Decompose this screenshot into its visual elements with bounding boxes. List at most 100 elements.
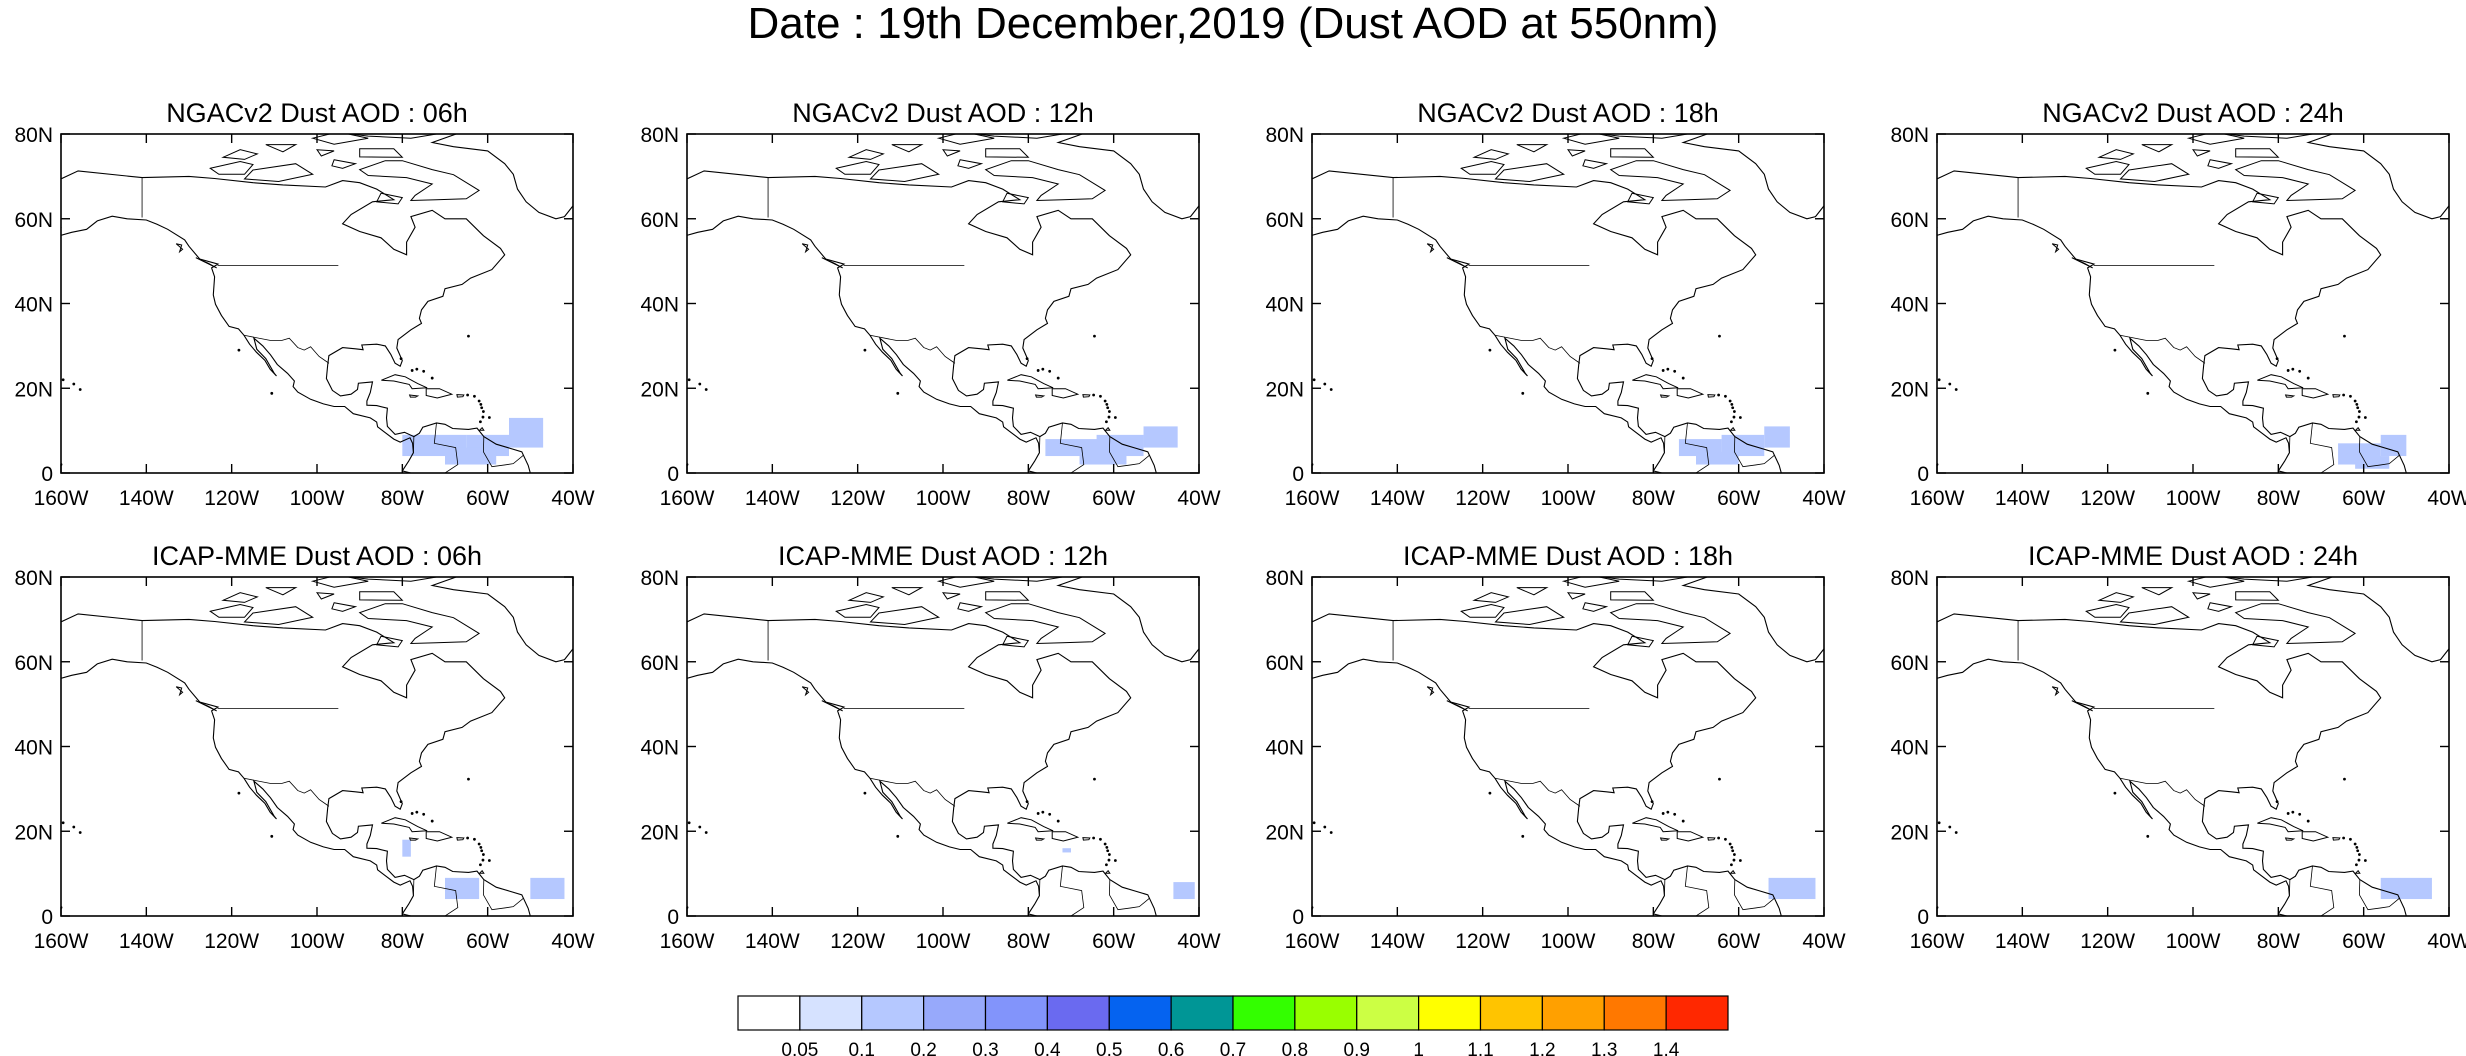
island-coastline: [375, 635, 404, 648]
island-coastline: [221, 149, 259, 160]
island-coastline: [1582, 159, 1609, 169]
us-mexico-border: [243, 334, 330, 364]
lat-tick-label: 80N: [14, 567, 53, 590]
panel-title: ICAP-MME Dust AOD : 18h: [1403, 541, 1733, 571]
colorbar-swatch: [1479, 995, 1543, 1031]
island-coastline: [221, 592, 259, 603]
small-island: [1730, 863, 1733, 867]
colorbar-swatch: [1046, 995, 1110, 1031]
small-island: [61, 821, 65, 825]
small-island: [479, 402, 483, 406]
island-coastline: [1472, 149, 1510, 160]
small-island: [1717, 393, 1721, 397]
island-coastline: [1561, 134, 1620, 145]
small-island: [1056, 819, 1060, 823]
island-coastline: [2051, 686, 2060, 697]
colorbar-swatch: [1294, 995, 1358, 1031]
island-coastline: [1426, 243, 1435, 254]
colorbar-label: 0.2: [910, 1040, 936, 1056]
small-island: [1948, 825, 1952, 829]
lon-tick-label: 40W: [1802, 487, 1845, 510]
small-island: [2349, 837, 2352, 841]
island-coastline: [1051, 831, 1080, 842]
lon-tick-label: 80W: [2257, 930, 2300, 953]
island-coastline: [1707, 394, 1716, 398]
small-island: [1312, 821, 1316, 825]
island-coastline: [2227, 134, 2316, 139]
small-island: [1666, 367, 1670, 371]
country-border: [1684, 865, 1710, 916]
small-island: [430, 819, 434, 823]
small-island: [1056, 376, 1060, 380]
small-island: [2298, 812, 2302, 816]
dust-aod-cell: [2355, 456, 2390, 469]
lon-tick-label: 100W: [290, 930, 345, 953]
lon-tick-label: 140W: [1995, 487, 2050, 510]
lon-tick-label: 60W: [1717, 487, 1760, 510]
small-island: [2353, 842, 2357, 846]
lat-tick-label: 60N: [1265, 209, 1304, 232]
island-coastline: [1446, 257, 1468, 269]
island-coastline: [381, 817, 428, 833]
small-island: [270, 391, 274, 395]
greenland-coastline: [430, 577, 573, 663]
island-coastline: [891, 587, 924, 596]
small-island: [415, 367, 419, 371]
small-island: [1099, 837, 1102, 841]
small-island: [270, 834, 274, 838]
coastline: [1312, 170, 1782, 473]
small-island: [1666, 810, 1670, 814]
lon-tick-label: 40W: [1177, 487, 1220, 510]
small-island: [481, 858, 485, 862]
small-island: [2357, 858, 2361, 862]
island-coastline: [209, 603, 254, 618]
country-border: [1733, 879, 1775, 911]
small-island: [487, 859, 491, 862]
lat-tick-label: 20N: [14, 378, 53, 401]
island-coastline: [331, 159, 358, 169]
lat-tick-label: 0: [1292, 463, 1304, 486]
map-frame: [1936, 576, 2450, 917]
us-mexico-border: [869, 777, 956, 807]
island-coastline: [243, 163, 315, 183]
island-coastline: [2119, 606, 2191, 626]
small-island: [2349, 394, 2352, 398]
island-coastline: [1567, 149, 1586, 157]
dust-aod-cell: [1696, 451, 1739, 465]
country-border: [1684, 422, 1710, 473]
small-island: [2298, 369, 2302, 373]
island-coastline: [310, 577, 369, 588]
lat-tick-label: 60N: [640, 652, 679, 675]
small-island: [1105, 420, 1108, 424]
lon-tick-label: 80W: [2257, 487, 2300, 510]
lat-tick-label: 40N: [14, 737, 53, 760]
island-coastline: [1729, 869, 1736, 874]
small-island: [1728, 399, 1732, 403]
greenland-coastline: [430, 134, 573, 220]
map-area: [1937, 577, 2449, 916]
colorbar-label: 0.7: [1220, 1040, 1246, 1056]
dust-aod-cell: [530, 877, 565, 900]
lon-tick-label: 140W: [745, 487, 800, 510]
map-area: [687, 577, 1199, 916]
island-coastline: [1626, 192, 1655, 205]
small-island: [1107, 415, 1111, 419]
map-panel: ICAP-MME Dust AOD : 12h 160W 140W 120W 100W 8…: [640, 541, 1220, 953]
country-border: [1108, 879, 1150, 911]
island-coastline: [1001, 192, 1030, 205]
small-island: [1099, 394, 1102, 398]
small-island: [410, 369, 414, 372]
island-coastline: [1609, 160, 1732, 202]
map-area: [1312, 134, 1824, 473]
country-border: [482, 436, 524, 468]
small-island: [1106, 849, 1110, 853]
colorbar-swatch: [1108, 995, 1172, 1031]
small-island: [896, 834, 900, 838]
small-island: [1733, 410, 1736, 413]
island-coastline: [1582, 602, 1609, 612]
country-border: [433, 422, 459, 473]
small-island: [430, 376, 434, 380]
us-mexico-border: [869, 334, 956, 364]
lat-tick-label: 80N: [1890, 567, 1929, 590]
small-island: [399, 357, 403, 360]
